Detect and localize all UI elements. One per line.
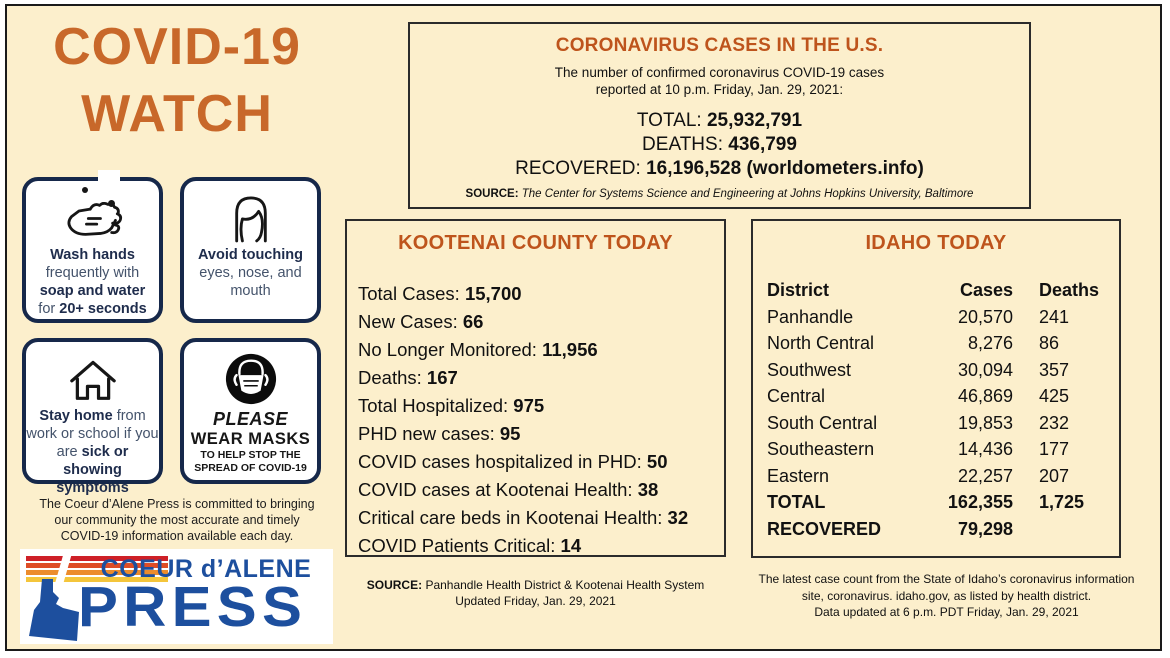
stat-row: New Cases: 66 [358, 311, 484, 332]
idaho-table: District Cases Deaths Panhandle 20,570 241 Nor… [767, 277, 1119, 542]
stat-row: COVID Patients Critical: 14 [358, 535, 582, 556]
tip-wear-masks-text: PLEASE WEAR MASKS TO HELP STOP THE SPREA… [190, 409, 311, 474]
kootenai-stats: Total Cases: 15,700 New Cases: 66 No Longe… [358, 280, 724, 560]
tip-wear-masks: PLEASE WEAR MASKS TO HELP STOP THE SPREA… [180, 338, 321, 484]
table-row: Southeastern 14,436 177 [767, 439, 1070, 459]
logo-stripes [26, 552, 168, 588]
tip-wash-hands-text: Wash hands frequently with soap and wate… [38, 247, 147, 317]
page-title-line2: WATCH [81, 85, 273, 143]
us-cases-subtitle: The number of confirmed coronavirus COVI… [554, 65, 885, 97]
mask-icon [184, 351, 317, 407]
tip-avoid-touching: Avoid touching eyes, nose, and mouth [180, 177, 321, 323]
idaho-footer-note: The latest case count from the State of … [758, 572, 1135, 619]
kootenai-county-box: KOOTENAI COUNTY TODAY Total Cases: 15,70… [345, 219, 726, 557]
soap-drop-icon [108, 200, 115, 207]
tip-avoid-touching-text: Avoid touching eyes, nose, and mouth [198, 247, 303, 299]
logo-text-bottom: PRESS [78, 575, 308, 639]
cda-press-logo: COEUR d’ALENE PRESS [20, 549, 333, 644]
us-recovered: RECOVERED: 16,196,528 (worldometers.info… [515, 158, 924, 179]
face-icon [184, 190, 317, 246]
us-total: TOTAL: 25,932,791 [636, 110, 803, 131]
idaho-today-box: IDAHO TODAY District Cases Deaths Panhandle… [751, 219, 1121, 558]
idaho-state-icon [29, 579, 79, 641]
table-row: South Central 19,853 232 [767, 412, 1070, 433]
us-source-note: SOURCE: The Center for Systems Science a… [465, 188, 974, 200]
page-title: COVID-19 WATCH [26, 14, 328, 148]
logo-text-top: COEUR d’ALENE [100, 555, 312, 583]
stat-row: Critical care beds in Kootenai Health: 3… [358, 507, 689, 528]
table-row: Central 46,869 425 [767, 386, 1070, 406]
table-row: North Central 8,276 86 [767, 333, 1060, 353]
kootenai-title: KOOTENAI COUNTY TODAY [398, 232, 673, 254]
commitment-text: The Coeur d’Alene Press is committed to … [39, 497, 315, 543]
stat-row: Total Hospitalized: 975 [358, 395, 545, 416]
stat-row: COVID cases at Kootenai Health: 38 [358, 479, 659, 500]
wash-hands-icon [26, 190, 159, 246]
us-cases-title: CORONAVIRUS CASES IN THE U.S. [555, 35, 884, 56]
tip-stay-home-text: Stay home from work or school if you are… [26, 408, 159, 496]
table-header-row: District Cases Deaths [767, 280, 1100, 300]
table-row: TOTAL 162,355 1,725 [767, 492, 1085, 512]
page-title-line1: COVID-19 [53, 18, 301, 76]
table-row: RECOVERED 79,298 [767, 518, 1013, 539]
stat-row: Deaths: 167 [358, 367, 458, 388]
soap-drop-icon [82, 187, 88, 193]
idaho-title: IDAHO TODAY [865, 232, 1007, 254]
table-row: Southwest 30,094 357 [767, 359, 1070, 380]
table-row: Panhandle 20,570 241 [767, 306, 1070, 327]
stat-row: No Longer Monitored: 11,956 [358, 339, 598, 360]
us-cases-stats: TOTAL: 25,932,791 DEATHS: 436,799 RECOVE… [410, 109, 1029, 181]
us-deaths: DEATHS: 436,799 [642, 134, 797, 155]
stat-row: Total Cases: 15,700 [358, 283, 522, 304]
tip-wash-hands: Wash hands frequently with soap and wate… [22, 170, 163, 323]
stat-row: PHD new cases: 95 [358, 423, 521, 444]
kootenai-source-note: SOURCE: Panhandle Health District & Koot… [366, 578, 705, 608]
us-cases-box: CORONAVIRUS CASES IN THE U.S. The number… [408, 22, 1031, 209]
tip-stay-home: Stay home from work or school if you are… [22, 338, 163, 496]
stat-row: COVID cases hospitalized in PHD: 50 [358, 451, 668, 472]
soap-dispenser-icon [98, 170, 120, 202]
background-frame [5, 4, 1162, 651]
table-row: Eastern 22,257 207 [767, 465, 1070, 486]
house-icon [26, 351, 159, 407]
